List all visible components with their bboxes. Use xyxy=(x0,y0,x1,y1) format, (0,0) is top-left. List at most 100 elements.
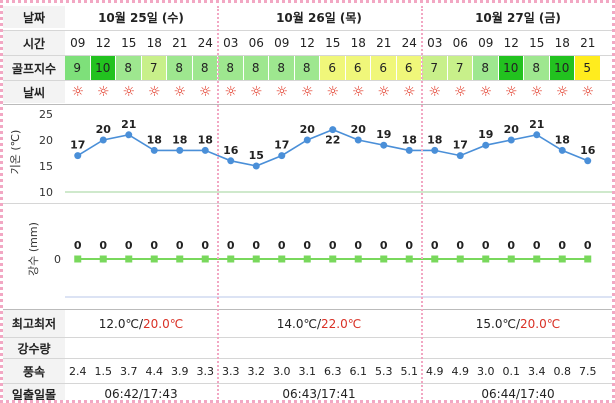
temperature-point xyxy=(99,136,107,144)
temperature-point xyxy=(150,146,158,154)
wind-speed-cell: 0.1 xyxy=(502,364,521,378)
min-temp: 12.0℃ xyxy=(98,316,139,331)
temperature-label: 18 xyxy=(172,133,187,146)
wind-speed-cell: 4.9 xyxy=(451,364,470,378)
y-tick-label: 10 xyxy=(39,186,53,199)
sun-icon: ☼ xyxy=(377,84,391,100)
sun-day-2: 06:43/17:41 xyxy=(282,387,356,401)
precipitation-point xyxy=(482,255,490,263)
wind-speed-cell: 3.0 xyxy=(273,364,291,378)
precipitation-label: 0 xyxy=(176,239,184,252)
golf-index-cell: 5 xyxy=(575,56,601,80)
sun-row: 일출일몰 06:42/17:43 06:43/17:41 06:44/17:40 xyxy=(3,384,612,401)
date-row: 날짜 10월 25일 (수) 10월 26일 (목) 10월 27일 (금) xyxy=(3,6,612,28)
temperature-chart: 10 15 20 25 기온 (℃) 17 20 21 18 18 18 16 15 17 20 22 20 19… xyxy=(9,108,612,199)
sun-icon: ☼ xyxy=(351,84,365,100)
temperature-point xyxy=(303,136,311,144)
max-temp: 22.0℃ xyxy=(321,316,362,331)
precipitation-label: 0 xyxy=(329,239,337,252)
time-cell: 09 xyxy=(274,36,290,50)
y-tick-label: 15 xyxy=(39,160,53,173)
wind-speed-cell: 6.3 xyxy=(324,364,342,378)
sun-day-1: 06:42/17:43 xyxy=(104,387,178,401)
precipitation-label: 0 xyxy=(150,239,158,252)
sun-icon: ☼ xyxy=(479,84,493,100)
time-cell: 18 xyxy=(146,36,162,50)
wind-speed-cell: 4.9 xyxy=(426,364,444,378)
sun-icon: ☼ xyxy=(453,84,467,100)
sun-label: 일출일몰 xyxy=(3,384,65,400)
sun-icon: ☼ xyxy=(326,84,340,100)
time-cell: 24 xyxy=(197,36,213,50)
golf-index-cell: 8 xyxy=(167,56,193,80)
max-temp: 20.0℃ xyxy=(520,316,561,331)
time-label: 시간 xyxy=(3,31,65,55)
precipitation-chart: 0 강수 (mm) 0 0 0 0 0 0 0 0 0 0 0 0 0 0 0 0 0 0 0 0 0 xyxy=(27,222,612,298)
temperature-label: 18 xyxy=(555,133,570,146)
date-label: 날짜 xyxy=(3,6,65,28)
precipitation-label: 0 xyxy=(354,239,362,252)
time-cell: 06 xyxy=(452,36,468,50)
sun-icon: ☼ xyxy=(224,84,238,100)
time-cell: 09 xyxy=(70,36,86,50)
golf-index-cell: 10 xyxy=(498,56,524,80)
golf-index-cell: 8 xyxy=(473,56,499,80)
wind-speed-cell: 1.5 xyxy=(94,364,113,378)
wind-speed-cell: 4.4 xyxy=(145,364,164,378)
temperature-point xyxy=(354,136,362,144)
precipitation-label: 0 xyxy=(558,239,566,252)
precipitation-label: 0 xyxy=(584,239,592,252)
golf-index-cell: 9 xyxy=(65,56,91,80)
precipitation-label: 0 xyxy=(303,239,311,252)
precipitation-point xyxy=(354,255,362,263)
time-cell: 09 xyxy=(478,36,494,50)
sun-icon: ☼ xyxy=(275,84,289,100)
precipitation-label: 0 xyxy=(227,239,235,252)
temperature-label: 22 xyxy=(325,134,340,147)
precipitation-label: 0 xyxy=(431,239,439,252)
minmax-day-3: 15.0℃/20.0℃ xyxy=(475,316,561,331)
y-axis-label: 기온 (℃) xyxy=(9,130,22,175)
sun-icon: ☼ xyxy=(402,84,416,100)
min-temp: 15.0℃ xyxy=(475,316,516,331)
temperature-label: 15 xyxy=(249,149,264,162)
precipitation-label: 0 xyxy=(482,239,490,252)
wind-speed-cell: 3.4 xyxy=(528,364,546,378)
temperature-point xyxy=(201,146,209,154)
temperature-point xyxy=(278,152,286,160)
golf-index-cell: 8 xyxy=(524,56,550,80)
golf-index-cell: 8 xyxy=(294,56,320,80)
min-temp: 14.0℃ xyxy=(276,316,317,331)
precipitation-label: 0 xyxy=(201,239,209,252)
precipitation-label: 0 xyxy=(99,239,107,252)
temperature-label: 20 xyxy=(351,123,367,136)
day-separator xyxy=(421,6,423,400)
wind-speed-cell: 7.5 xyxy=(579,364,597,378)
wind-speed-cell: 3.7 xyxy=(120,364,138,378)
golf-index-cell: 8 xyxy=(218,56,244,80)
sun-icon: ☼ xyxy=(96,84,110,100)
sun-icon: ☼ xyxy=(581,84,595,100)
golf-index-cell: 8 xyxy=(269,56,295,80)
temperature-point xyxy=(507,136,515,144)
precipitation-point xyxy=(278,255,286,263)
wind-speed-cell: 3.3 xyxy=(196,364,215,378)
sun-icon: ☼ xyxy=(147,84,161,100)
temperature-point xyxy=(431,146,439,154)
golf-index-cell: 6 xyxy=(371,56,397,80)
weather-label: 날씨 xyxy=(3,81,65,103)
precipitation-label: 0 xyxy=(252,239,260,252)
temperature-label: 16 xyxy=(223,144,239,157)
precipitation-label: 0 xyxy=(533,239,541,252)
sun-icon: ☼ xyxy=(173,84,187,100)
temperature-label: 17 xyxy=(274,139,289,152)
weather-row: 날씨 ☼ ☼ ☼ ☼ ☼ ☼ ☼ ☼ ☼ ☼ ☼ ☼ ☼ ☼ ☼ ☼ ☼ ☼ ☼ ☼ ☼ xyxy=(3,81,612,103)
precipitation-point xyxy=(252,255,260,263)
temperature-point xyxy=(227,157,235,165)
sun-icon: ☼ xyxy=(198,84,212,100)
day-header: 10월 25일 (수) xyxy=(98,10,184,25)
temperature-point xyxy=(405,146,413,154)
precipitation-point xyxy=(125,255,133,263)
time-cell: 15 xyxy=(121,36,137,50)
